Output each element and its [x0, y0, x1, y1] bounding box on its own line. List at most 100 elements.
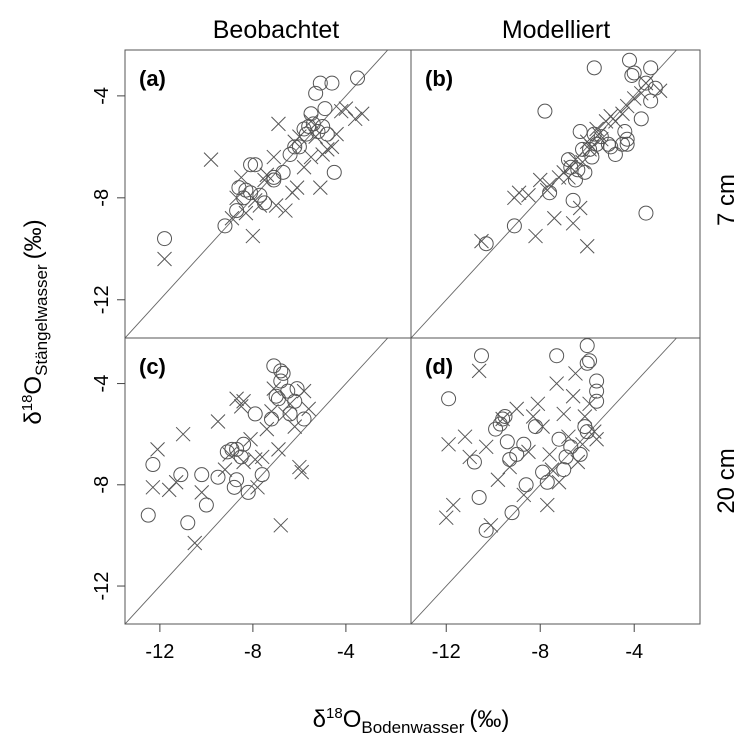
circle-point — [556, 462, 572, 478]
col-title-right: Modelliert — [502, 16, 610, 44]
cross-point — [572, 200, 588, 216]
circle-point — [324, 75, 340, 91]
circle-point — [624, 67, 640, 83]
panel-label: (d) — [425, 354, 453, 379]
cross-point — [273, 517, 289, 533]
cross-point — [478, 439, 494, 455]
circle-point — [638, 205, 654, 221]
cross-point — [294, 464, 310, 480]
circle-point — [282, 406, 298, 422]
cross-point — [259, 421, 275, 437]
cross-point — [561, 170, 576, 185]
one-to-one-line — [125, 50, 389, 338]
panel-frame — [124, 49, 412, 339]
cross-point — [303, 149, 319, 165]
circle-point — [247, 157, 263, 173]
circle-point — [326, 164, 342, 180]
circle-point — [622, 52, 638, 68]
circle-point — [570, 162, 586, 178]
circle-point — [282, 146, 298, 162]
cross-point — [266, 149, 282, 165]
circle-point — [210, 469, 226, 485]
circle-point — [219, 444, 235, 460]
x-tick-label: -4 — [337, 641, 355, 663]
y-label-delta: δ — [20, 411, 47, 424]
cross-point — [145, 479, 161, 495]
x-label-delta: δ — [313, 706, 326, 733]
circle-point — [247, 406, 263, 422]
circle-point — [497, 408, 513, 424]
cross-point — [589, 121, 604, 137]
panel-frame — [124, 337, 412, 625]
cross-point — [652, 83, 668, 99]
cross-point — [445, 497, 461, 513]
cross-point — [271, 116, 286, 132]
circle-point — [291, 139, 307, 155]
cross-point — [626, 91, 642, 106]
y-tick-label: -8 — [91, 476, 113, 494]
cross-point — [542, 447, 557, 462]
cross-point — [296, 159, 312, 175]
cross-point — [577, 409, 593, 424]
cross-point — [535, 419, 550, 434]
panel-label: (c) — [139, 354, 166, 379]
cross-point — [638, 75, 654, 91]
cross-point — [236, 454, 251, 470]
x-tick-label: -8 — [244, 641, 262, 663]
cross-point — [615, 106, 630, 122]
circle-point — [145, 457, 161, 473]
y-label-sup: 18 — [19, 395, 36, 412]
x-tick-label: -8 — [531, 641, 549, 663]
cross-point — [210, 414, 226, 429]
cross-point — [338, 101, 354, 116]
circle-point — [308, 85, 324, 101]
x-label-sub: Bodenwasser — [361, 718, 464, 734]
circle-point — [626, 65, 642, 81]
cross-point — [254, 449, 270, 465]
cross-point — [561, 429, 576, 445]
circle-point — [603, 139, 619, 155]
cross-point — [333, 103, 349, 119]
y-tick-label: -12 — [91, 285, 113, 314]
cross-point — [525, 409, 541, 424]
cross-point — [591, 126, 607, 142]
circle-point — [194, 467, 210, 483]
circle-point — [579, 355, 595, 371]
cross-point — [528, 228, 543, 244]
circle-point — [303, 106, 319, 122]
cross-point — [347, 111, 363, 127]
circle-point — [614, 136, 630, 152]
cross-point — [243, 431, 258, 447]
circle-point — [643, 93, 659, 109]
cross-point — [551, 474, 567, 490]
cross-point — [549, 376, 565, 391]
cross-point — [502, 459, 518, 475]
circle-point — [233, 449, 249, 465]
circle-point — [478, 522, 494, 538]
circle-point — [509, 446, 525, 462]
cross-point — [563, 159, 579, 175]
y-label-unit: (‰) — [20, 219, 47, 259]
cross-point — [233, 170, 249, 185]
circle-point — [499, 434, 515, 450]
circle-point — [589, 393, 605, 409]
cross-point — [324, 139, 340, 155]
cross-point — [301, 401, 317, 417]
panel-1: (a) -4 -8 -12 — [91, 49, 412, 339]
circle-point — [473, 348, 489, 364]
circle-point — [287, 139, 303, 155]
circle-point — [254, 467, 270, 483]
cross-point — [593, 131, 609, 147]
cross-point — [157, 251, 172, 267]
row-label-bottom: 20 cm — [713, 448, 740, 513]
cross-point — [257, 172, 272, 188]
x-tick-label: -12 — [432, 641, 461, 663]
circle-point — [280, 383, 296, 399]
circle-point — [495, 411, 511, 427]
circle-point — [488, 421, 504, 437]
cross-point — [319, 142, 335, 157]
x-label-sup: 18 — [326, 705, 343, 722]
circle-point — [273, 363, 289, 379]
cross-point — [203, 152, 219, 167]
